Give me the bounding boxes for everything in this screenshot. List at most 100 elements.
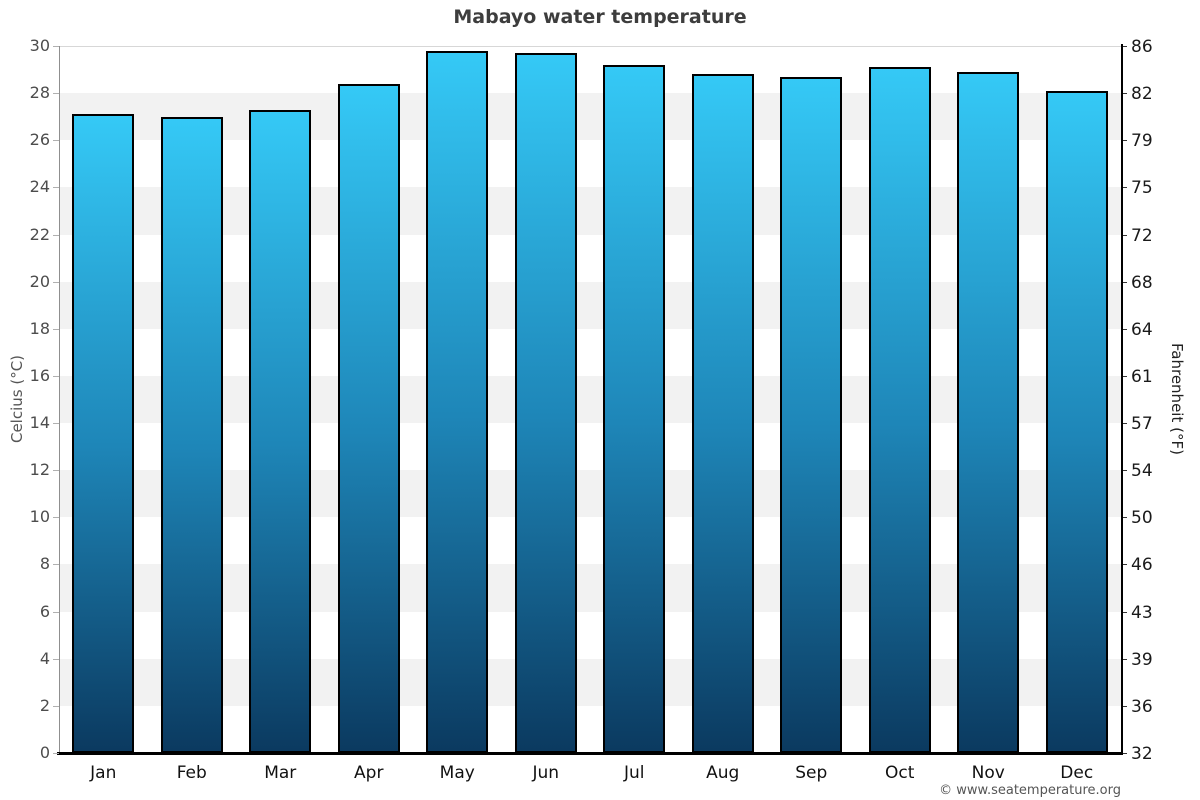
- y-tick-right-86: 86: [1131, 37, 1153, 57]
- y-tickmark-left: [53, 234, 59, 236]
- y-axis-right-line: [1121, 44, 1123, 753]
- y-tickmark-left: [53, 564, 59, 566]
- y-tickmark-left: [53, 517, 59, 519]
- grid-band: [59, 187, 1121, 235]
- y-tickmark-left: [53, 470, 59, 472]
- grid-band: [59, 93, 1121, 141]
- x-tick-sep: Sep: [795, 763, 828, 783]
- plot-area: [59, 46, 1121, 753]
- y-tickmark-right: [1123, 281, 1127, 283]
- y-tickmark-left: [53, 281, 59, 283]
- grid-band: [59, 611, 1121, 659]
- grid-band: [59, 281, 1121, 329]
- grid-band: [59, 517, 1121, 565]
- y-tickmark-right: [1123, 187, 1127, 189]
- y-tickmark-right: [1123, 328, 1127, 330]
- y-tickmark-right: [1123, 423, 1127, 425]
- grid-band: [59, 423, 1121, 471]
- bar-apr: [337, 83, 400, 753]
- y-tickmark-right: [1123, 658, 1127, 660]
- y-tick-right-43: 43: [1131, 602, 1153, 623]
- y-tick-right-72: 72: [1131, 225, 1153, 246]
- y-tickmark-left: [53, 753, 59, 754]
- x-tick-jun: Jun: [532, 763, 560, 783]
- bar-nov: [957, 71, 1020, 753]
- x-tick-may: May: [439, 763, 475, 783]
- y-tick-left-12: 12: [29, 460, 50, 480]
- y-tickmark-right: [1123, 46, 1127, 47]
- y-tick-left-4: 4: [39, 648, 50, 668]
- y-axis-left-line: [59, 46, 60, 753]
- copyright-text: © www.seatemperature.org: [939, 783, 1121, 798]
- y-tick-right-79: 79: [1131, 131, 1153, 152]
- bar-jul: [603, 64, 666, 753]
- y-tickmark-left: [53, 658, 59, 660]
- x-tick-apr: Apr: [354, 763, 384, 783]
- y-tick-right-68: 68: [1131, 272, 1153, 293]
- x-tick-dec: Dec: [1060, 763, 1094, 783]
- y-tickmark-left: [53, 375, 59, 377]
- y-tick-right-39: 39: [1131, 649, 1153, 670]
- bar-oct: [868, 67, 931, 753]
- grid-band: [59, 46, 1121, 94]
- y-axis-label-fahrenheit: Fahrenheit (°F): [1168, 343, 1186, 455]
- y-tickmark-left: [53, 423, 59, 425]
- y-tickmark-left: [53, 187, 59, 189]
- y-tickmark-right: [1123, 611, 1127, 613]
- x-tick-aug: Aug: [706, 763, 740, 783]
- chart-title: Mabayo water temperature: [453, 6, 747, 28]
- bar-dec: [1045, 90, 1108, 753]
- y-tickmark-left: [53, 611, 59, 613]
- y-tick-right-32: 32: [1131, 744, 1153, 764]
- x-tick-oct: Oct: [885, 763, 915, 783]
- bar-may: [426, 50, 489, 753]
- y-tick-right-46: 46: [1131, 555, 1153, 576]
- bar-sep: [780, 76, 843, 753]
- grid-band: [59, 564, 1121, 612]
- x-tick-feb: Feb: [176, 763, 207, 783]
- y-tickmark-right: [1123, 564, 1127, 566]
- y-tick-left-2: 2: [39, 695, 50, 715]
- grid-band: [59, 658, 1121, 706]
- y-tick-left-8: 8: [39, 554, 50, 574]
- grid-band: [59, 375, 1121, 424]
- y-tick-right-64: 64: [1131, 319, 1153, 340]
- y-tickmark-right: [1123, 140, 1127, 142]
- y-tick-right-61: 61: [1131, 366, 1153, 387]
- y-tick-left-22: 22: [29, 224, 50, 244]
- y-tickmark-left: [53, 46, 59, 47]
- y-tick-right-82: 82: [1131, 84, 1153, 105]
- grid-band: [59, 140, 1121, 188]
- y-tick-left-30: 30: [29, 36, 50, 55]
- y-tick-left-16: 16: [29, 365, 50, 385]
- y-tickmark-left: [53, 140, 59, 142]
- y-tick-right-54: 54: [1131, 461, 1153, 482]
- y-tick-right-57: 57: [1131, 414, 1153, 435]
- x-tick-mar: Mar: [264, 763, 297, 783]
- y-tickmark-right: [1123, 375, 1127, 377]
- y-axis-label-celsius: Celcius (°C): [8, 354, 26, 444]
- y-tickmark-right: [1123, 705, 1127, 707]
- y-tickmark-right: [1123, 93, 1127, 95]
- y-tickmark-left: [53, 328, 59, 330]
- y-tick-left-28: 28: [29, 83, 50, 103]
- y-tick-right-75: 75: [1131, 178, 1153, 199]
- top-gridline: [59, 46, 1121, 47]
- grid-band: [59, 705, 1121, 753]
- y-tick-left-24: 24: [29, 177, 50, 197]
- y-tickmark-right: [1123, 470, 1127, 472]
- x-axis-line: [57, 752, 1123, 755]
- y-tick-left-26: 26: [29, 130, 50, 150]
- y-tick-right-50: 50: [1131, 508, 1153, 529]
- y-tick-left-14: 14: [29, 413, 50, 433]
- bar-feb: [160, 116, 223, 753]
- x-tick-nov: Nov: [971, 763, 1005, 783]
- bar-jan: [72, 114, 135, 753]
- bar-aug: [691, 74, 754, 753]
- grid-band: [59, 234, 1121, 282]
- grid-band: [59, 328, 1121, 376]
- bar-jun: [514, 53, 577, 753]
- bar-mar: [249, 109, 312, 753]
- x-tick-jul: Jul: [623, 763, 645, 783]
